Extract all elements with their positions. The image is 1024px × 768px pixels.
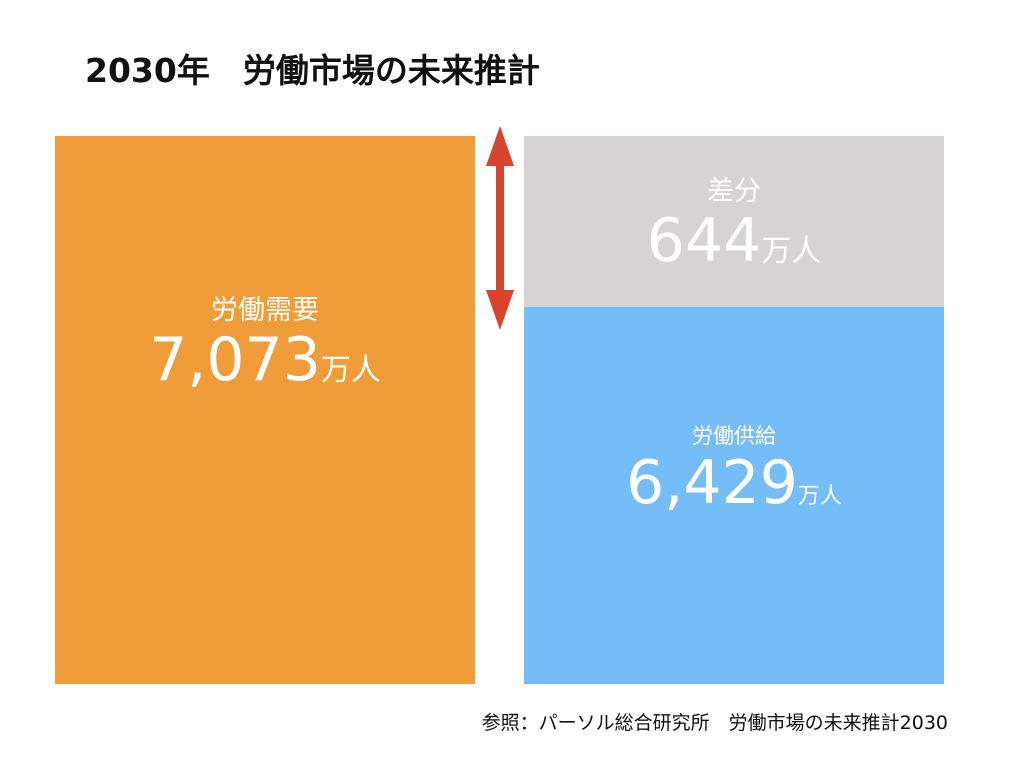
unit: 万人: [320, 352, 381, 388]
demand-box: 労働需要 7,073万人: [55, 136, 475, 684]
demand-value: 7,073万人: [149, 327, 381, 393]
gap-arrow: [486, 126, 514, 330]
supply-label: 労働供給: [692, 423, 776, 448]
gap-value: 644万人: [647, 208, 822, 274]
title: 2030年 労働市場の未来推計: [85, 51, 540, 90]
demand-label: 労働需要: [211, 294, 319, 326]
value: 7,073: [149, 324, 321, 395]
arrow-head-up: [486, 126, 514, 166]
unit: 万人: [761, 234, 822, 269]
arrow-shaft: [496, 160, 504, 295]
source: 参照：パーソル総合研究所 労働市場の未来推計2030: [481, 712, 948, 734]
arrow-head-down: [486, 290, 514, 330]
value: 6,429: [626, 447, 798, 518]
gap-label: 差分: [707, 176, 761, 207]
supply-box: 労働供給 6,429万人: [524, 307, 944, 684]
supply-value: 6,429万人: [626, 450, 842, 516]
gap-box: 差分 644万人: [524, 136, 944, 307]
unit: 万人: [797, 483, 842, 509]
value: 644: [646, 206, 762, 276]
